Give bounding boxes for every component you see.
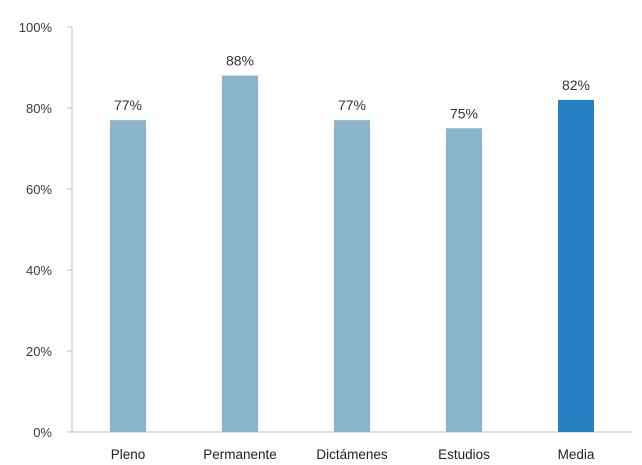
- bar-estudios: [446, 128, 482, 432]
- bars: [110, 75, 594, 433]
- data-labels: 77% 88% 77% 75% 82%: [114, 53, 590, 122]
- data-label: 77%: [114, 97, 142, 113]
- y-tick-label: 80%: [26, 101, 52, 116]
- category-label: Media: [558, 447, 595, 462]
- bar-dictámenes: [334, 120, 370, 433]
- x-axis-category-labels: Pleno Permanente Dictámenes Estudios Media: [111, 447, 595, 462]
- category-label: Estudios: [438, 447, 490, 462]
- category-label: Permanente: [203, 447, 277, 462]
- y-tick-label: 20%: [26, 344, 52, 359]
- data-label: 75%: [450, 105, 478, 121]
- bar-media: [558, 99, 594, 433]
- y-tick-label: 0%: [33, 425, 52, 440]
- bar-pleno: [110, 120, 146, 433]
- y-tick-label: 100%: [19, 20, 53, 35]
- category-label: Dictámenes: [316, 447, 388, 462]
- data-label: 88%: [226, 53, 254, 69]
- category-label: Pleno: [111, 447, 146, 462]
- y-tick-label: 60%: [26, 182, 52, 197]
- bar-permanente: [222, 75, 258, 432]
- data-label: 77%: [338, 97, 366, 113]
- y-axis-tick-labels: 0% 20% 40% 60% 80% 100%: [19, 20, 53, 440]
- y-tick-label: 40%: [26, 263, 52, 278]
- data-label: 82%: [562, 77, 590, 93]
